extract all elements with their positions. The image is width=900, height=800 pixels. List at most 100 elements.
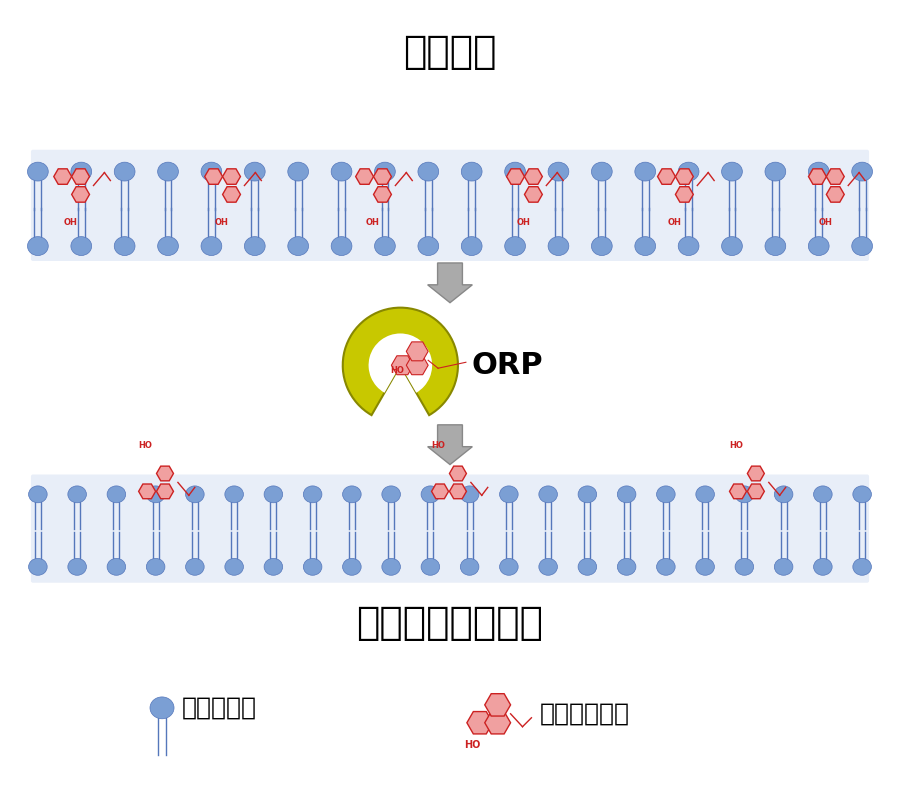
Text: ORP: ORP bbox=[472, 350, 544, 380]
Text: OH: OH bbox=[517, 218, 530, 227]
Ellipse shape bbox=[158, 237, 178, 255]
Ellipse shape bbox=[679, 162, 699, 181]
Ellipse shape bbox=[374, 162, 395, 181]
Ellipse shape bbox=[147, 558, 165, 575]
Ellipse shape bbox=[814, 558, 832, 575]
Ellipse shape bbox=[245, 237, 266, 255]
Text: HO: HO bbox=[391, 366, 404, 374]
Text: OH: OH bbox=[365, 218, 380, 227]
Ellipse shape bbox=[158, 162, 178, 181]
Wedge shape bbox=[343, 308, 458, 415]
Ellipse shape bbox=[765, 237, 786, 255]
Ellipse shape bbox=[68, 486, 86, 502]
Text: HO: HO bbox=[464, 740, 480, 750]
Ellipse shape bbox=[696, 558, 715, 575]
Wedge shape bbox=[369, 334, 432, 393]
Ellipse shape bbox=[634, 237, 655, 255]
Ellipse shape bbox=[150, 697, 174, 718]
Ellipse shape bbox=[114, 162, 135, 181]
Ellipse shape bbox=[421, 486, 440, 502]
Ellipse shape bbox=[548, 237, 569, 255]
Ellipse shape bbox=[374, 237, 395, 255]
FancyArrow shape bbox=[428, 263, 473, 302]
Ellipse shape bbox=[578, 486, 597, 502]
FancyBboxPatch shape bbox=[31, 150, 869, 261]
Ellipse shape bbox=[505, 237, 526, 255]
Ellipse shape bbox=[808, 162, 829, 181]
Ellipse shape bbox=[225, 486, 243, 502]
Ellipse shape bbox=[808, 237, 829, 255]
Ellipse shape bbox=[722, 162, 742, 181]
Ellipse shape bbox=[264, 486, 283, 502]
Ellipse shape bbox=[814, 486, 832, 502]
Ellipse shape bbox=[245, 162, 266, 181]
Ellipse shape bbox=[634, 162, 655, 181]
Ellipse shape bbox=[735, 486, 753, 502]
Ellipse shape bbox=[201, 162, 221, 181]
Ellipse shape bbox=[591, 237, 612, 255]
Ellipse shape bbox=[617, 558, 636, 575]
Ellipse shape bbox=[225, 558, 243, 575]
Text: HO: HO bbox=[139, 441, 152, 450]
Ellipse shape bbox=[303, 558, 322, 575]
Ellipse shape bbox=[696, 486, 715, 502]
Ellipse shape bbox=[343, 486, 361, 502]
Ellipse shape bbox=[505, 162, 526, 181]
Ellipse shape bbox=[591, 162, 612, 181]
Ellipse shape bbox=[29, 486, 47, 502]
Ellipse shape bbox=[853, 486, 871, 502]
Text: ミトコンドリア膜: ミトコンドリア膜 bbox=[356, 605, 544, 642]
Ellipse shape bbox=[107, 486, 126, 502]
Ellipse shape bbox=[851, 162, 872, 181]
Ellipse shape bbox=[185, 486, 204, 502]
Ellipse shape bbox=[331, 237, 352, 255]
Ellipse shape bbox=[578, 558, 597, 575]
Ellipse shape bbox=[735, 558, 753, 575]
Text: OH: OH bbox=[668, 218, 681, 227]
Ellipse shape bbox=[68, 558, 86, 575]
Ellipse shape bbox=[71, 237, 92, 255]
Text: OH: OH bbox=[215, 218, 229, 227]
Ellipse shape bbox=[617, 486, 636, 502]
Ellipse shape bbox=[539, 558, 557, 575]
Ellipse shape bbox=[71, 162, 92, 181]
Ellipse shape bbox=[539, 486, 557, 502]
Ellipse shape bbox=[343, 558, 361, 575]
FancyArrow shape bbox=[428, 425, 473, 465]
Ellipse shape bbox=[774, 558, 793, 575]
Ellipse shape bbox=[460, 558, 479, 575]
Ellipse shape bbox=[331, 162, 352, 181]
Text: OH: OH bbox=[64, 218, 77, 227]
Ellipse shape bbox=[28, 237, 49, 255]
FancyBboxPatch shape bbox=[31, 474, 869, 582]
Ellipse shape bbox=[114, 237, 135, 255]
Ellipse shape bbox=[548, 162, 569, 181]
Ellipse shape bbox=[288, 162, 309, 181]
Ellipse shape bbox=[462, 237, 482, 255]
Text: ：リン脂質: ：リン脂質 bbox=[182, 696, 256, 720]
Ellipse shape bbox=[107, 558, 126, 575]
Ellipse shape bbox=[28, 162, 49, 181]
Text: HO: HO bbox=[729, 441, 742, 450]
Ellipse shape bbox=[851, 237, 872, 255]
Ellipse shape bbox=[500, 486, 518, 502]
Ellipse shape bbox=[722, 237, 742, 255]
Ellipse shape bbox=[418, 237, 438, 255]
Ellipse shape bbox=[657, 486, 675, 502]
Ellipse shape bbox=[460, 486, 479, 502]
Ellipse shape bbox=[29, 558, 47, 575]
Ellipse shape bbox=[500, 558, 518, 575]
Ellipse shape bbox=[462, 162, 482, 181]
Ellipse shape bbox=[774, 486, 793, 502]
Ellipse shape bbox=[657, 558, 675, 575]
Ellipse shape bbox=[288, 237, 309, 255]
Ellipse shape bbox=[421, 558, 440, 575]
Ellipse shape bbox=[418, 162, 438, 181]
Ellipse shape bbox=[147, 486, 165, 502]
Ellipse shape bbox=[201, 237, 221, 255]
Ellipse shape bbox=[679, 237, 699, 255]
Text: HO: HO bbox=[431, 441, 445, 450]
Ellipse shape bbox=[185, 558, 204, 575]
Text: OH: OH bbox=[818, 218, 832, 227]
Ellipse shape bbox=[765, 162, 786, 181]
